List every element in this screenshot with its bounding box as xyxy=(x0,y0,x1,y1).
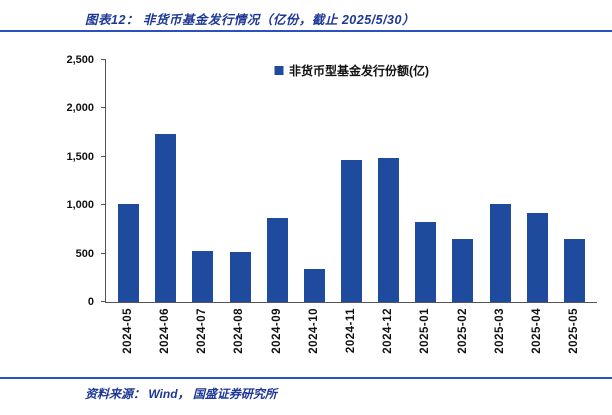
x-axis-label: 2024-12 xyxy=(382,308,395,354)
bar-chart: 0 500 1,000 1,500 2,000 2,500 非货币型基金发行份额(亿) 2… xyxy=(66,54,597,375)
plot-area: 0 500 1,000 1,500 2,000 2,500 非货币型基金发行份额(亿) xyxy=(66,54,597,308)
top-divider-line xyxy=(0,30,612,32)
x-axis-label: 2024-10 xyxy=(307,308,320,354)
bottom-divider-line xyxy=(0,377,612,379)
y-tick-mark xyxy=(101,252,106,254)
y-tick-label: 2,000 xyxy=(66,102,94,115)
y-tick-label: 0 xyxy=(87,296,94,308)
bar-2025-05 xyxy=(563,239,585,302)
bar-2025-03 xyxy=(489,204,511,302)
bar-2024-06 xyxy=(155,133,177,302)
x-axis-label: 2025-02 xyxy=(456,308,469,354)
y-tick-mark xyxy=(101,204,106,206)
bar-slot xyxy=(370,60,407,302)
bar-slot xyxy=(333,60,370,302)
y-tick-label: 2,500 xyxy=(66,54,94,66)
y-tick-label: 500 xyxy=(75,247,94,260)
y-tick-label: 1,000 xyxy=(66,199,94,212)
bar-2024-12 xyxy=(378,157,400,302)
bar-2025-02 xyxy=(452,239,474,302)
y-tick-label: 1,500 xyxy=(66,150,94,163)
bar-slot xyxy=(296,60,333,302)
bar-2024-05 xyxy=(118,204,140,302)
bars-container xyxy=(106,60,597,302)
bar-slot xyxy=(444,60,481,302)
x-axis-label: 2025-03 xyxy=(493,308,506,354)
legend-square-icon xyxy=(274,66,283,75)
bar-slot xyxy=(407,60,444,302)
bar-2024-09 xyxy=(266,217,288,302)
x-axis-label: 2024-09 xyxy=(270,308,283,354)
legend-label: 非货币型基金发行份额(亿) xyxy=(289,64,429,78)
bar-slot xyxy=(110,60,147,302)
x-axis-label: 2024-06 xyxy=(158,308,171,354)
bar-2025-04 xyxy=(526,212,548,302)
x-axis-label: 2024-08 xyxy=(233,308,246,354)
x-axis-label: 2024-11 xyxy=(345,308,358,354)
x-axis-labels: 2024-05 2024-06 2024-07 2024-08 2024-09 2024-… xyxy=(105,303,597,375)
bar-slot xyxy=(519,60,556,302)
bar-2025-01 xyxy=(415,221,437,302)
bar-slot xyxy=(147,60,184,302)
bar-slot xyxy=(556,60,593,302)
y-tick-mark xyxy=(101,59,106,60)
bar-2024-07 xyxy=(192,250,214,302)
y-tick-mark xyxy=(101,107,106,109)
x-axis-label: 2024-07 xyxy=(196,308,209,354)
x-axis-label: 2024-05 xyxy=(121,308,134,354)
bar-slot xyxy=(184,60,221,302)
x-axis-label: 2025-04 xyxy=(531,308,544,354)
source-note: 资料来源： Wind， 国盛证券研究所 xyxy=(85,387,277,401)
bar-slot xyxy=(221,60,258,302)
chart-title: 图表12： 非货币基金发行情况（亿份，截止 2025/5/30） xyxy=(85,13,415,27)
x-axis-label: 2025-01 xyxy=(419,308,432,354)
y-tick-mark xyxy=(101,301,106,302)
bar-slot xyxy=(482,60,519,302)
chart-legend: 非货币型基金发行份额(亿) xyxy=(274,62,429,79)
bar-slot xyxy=(259,60,296,302)
bar-2024-08 xyxy=(229,251,251,302)
bar-2024-11 xyxy=(341,159,363,302)
y-tick-mark xyxy=(101,155,106,157)
x-axis-label: 2025-05 xyxy=(568,308,581,354)
bar-2024-10 xyxy=(303,269,325,302)
